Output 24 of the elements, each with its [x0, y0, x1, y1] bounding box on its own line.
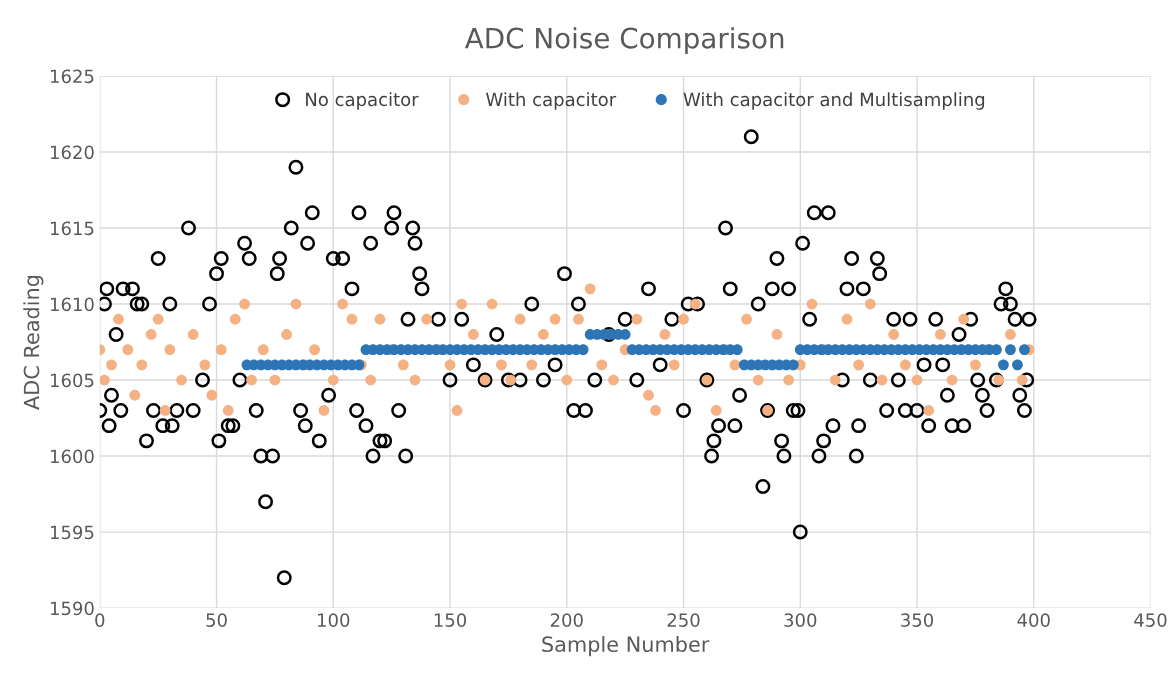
x-tick-label: 300	[784, 613, 817, 627]
chart-title: ADC Noise Comparison	[464, 27, 784, 55]
y-tick-label: 1610	[50, 297, 94, 312]
y-tick-label: 1625	[50, 69, 94, 84]
y-tick-label: 1600	[50, 449, 94, 464]
x-tick-label: 0	[95, 613, 105, 627]
x-tick-label: 200	[550, 613, 583, 627]
y-tick-label: 1590	[50, 601, 94, 616]
y-tick-label: 1605	[50, 373, 94, 388]
x-tick-label: 350	[901, 613, 934, 627]
x-tick-label: 50	[206, 613, 227, 627]
y-tick-label: 1595	[50, 525, 94, 540]
x-tick-label: 100	[318, 613, 350, 627]
x-tick-label: 450	[1134, 613, 1167, 627]
x-tick-label: 400	[1017, 613, 1050, 627]
legend-label: No capacitor	[306, 92, 419, 110]
x-tick-label: 250	[667, 613, 700, 627]
legend-label: With capacitor and Multisampling	[683, 92, 985, 110]
y-tick-label: 1620	[50, 145, 94, 160]
x-tick-label: 150	[434, 613, 467, 627]
legend-label: With capacitor	[486, 92, 617, 110]
y-tick-label: 1615	[50, 221, 94, 236]
x-axis-title: Sample Number	[542, 635, 710, 657]
y-axis-title: ADC Reading	[23, 275, 44, 410]
